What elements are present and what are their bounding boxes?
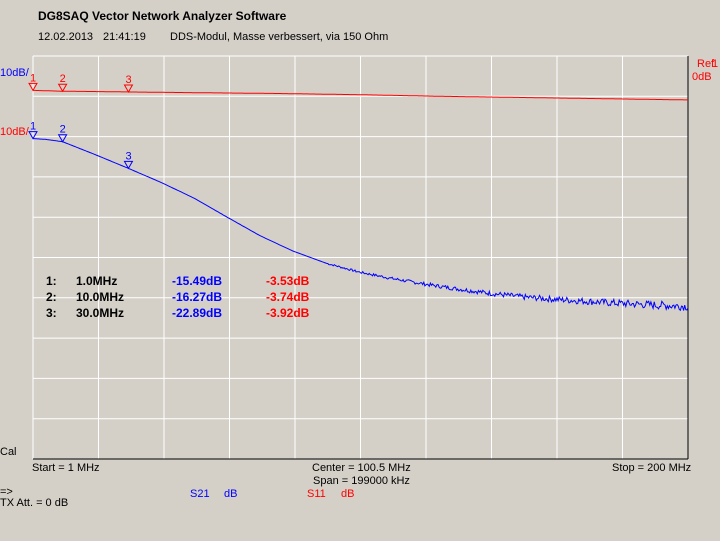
s21-scale-label: 10dB/ — [0, 67, 29, 79]
measurement-note: DDS-Modul, Masse verbessert, via 150 Ohm — [170, 31, 389, 43]
date-label: 12.02.2013 — [38, 31, 94, 43]
marker-triangle-icon — [57, 83, 68, 93]
marker-frequency: 10.0MHz — [76, 290, 125, 304]
marker-s11-value: -3.92dB — [266, 306, 310, 320]
marker-number-label: 1 — [30, 72, 36, 84]
marker-frequency: 1.0MHz — [76, 274, 118, 288]
marker-frequency: 30.0MHz — [76, 306, 125, 320]
marker-s21-value: -15.49dB — [172, 274, 223, 288]
s11-scale-label: 10dB/ — [0, 126, 29, 138]
marker-triangle-icon — [123, 160, 134, 170]
app-title: DG8SAQ Vector Network Analyzer Software — [38, 9, 287, 23]
marker-triangle-icon — [28, 82, 38, 92]
marker-s11-value: -3.53dB — [266, 274, 310, 288]
trace-s11 — [33, 89, 688, 101]
ref-label: Ref — [697, 58, 715, 70]
center-freq-label: Center = 100.5 MHz — [312, 462, 411, 474]
marker-number-label: 2 — [60, 73, 66, 85]
marker-s21-value: -16.27dB — [172, 290, 223, 304]
marker-s11-value: -3.74dB — [266, 290, 310, 304]
s11-unit-label: dB — [341, 488, 355, 500]
marker-s21-value: -22.89dB — [172, 306, 223, 320]
span-label: Span = 199000 kHz — [313, 475, 410, 487]
tx-att-label: TX Att. = 0 dB — [0, 497, 69, 509]
marker-number-label: 2 — [60, 124, 66, 136]
marker-triangle-icon — [123, 84, 134, 93]
ref-db-label: 0dB — [692, 71, 712, 83]
marker-index: 3: — [46, 306, 57, 320]
s11-trace-label[interactable]: S11 — [307, 488, 326, 500]
grid — [32, 55, 689, 460]
marker-index: 1: — [46, 274, 57, 288]
ref-number: 1 — [712, 58, 719, 70]
traces — [33, 89, 689, 312]
time-label: 21:41:19 — [103, 31, 146, 43]
marker-triangle-icon — [57, 134, 68, 143]
marker-table: 1: 1.0MHz -15.49dB -3.53dB 2: 10.0MHz -1… — [46, 273, 336, 321]
arrow-indicator: => — [0, 486, 13, 498]
start-freq-label: Start = 1 MHz — [32, 462, 100, 474]
marker-index: 2: — [46, 290, 57, 304]
marker-glyphs: 1 2 3 1 2 3 — [28, 72, 134, 170]
stop-freq-label: Stop = 200 MHz — [612, 462, 692, 474]
marker-row: 1: 1.0MHz -15.49dB -3.53dB — [46, 273, 336, 289]
marker-number-label: 3 — [125, 150, 131, 162]
marker-number-label: 3 — [125, 74, 131, 86]
s21-unit-label: dB — [224, 488, 238, 500]
marker-row: 3: 30.0MHz -22.89dB -3.92dB — [46, 305, 336, 321]
marker-row: 2: 10.0MHz -16.27dB -3.74dB — [46, 289, 336, 305]
s21-trace-label[interactable]: S21 — [190, 488, 210, 500]
cal-label: Cal — [0, 446, 17, 458]
marker-triangle-icon — [28, 131, 38, 140]
trace-s21 — [33, 138, 689, 312]
marker-number-label: 1 — [30, 121, 36, 133]
